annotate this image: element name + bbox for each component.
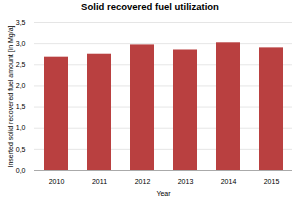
svg-text:1,5: 1,5 (16, 103, 26, 110)
svg-text:2010: 2010 (49, 178, 65, 185)
svg-text:Year: Year (156, 190, 171, 197)
svg-text:2,5: 2,5 (16, 61, 26, 68)
svg-text:Inserted solid recovered fuel: Inserted solid recovered fuel amount [in… (7, 25, 15, 167)
svg-text:2014: 2014 (221, 178, 237, 185)
svg-text:3,5: 3,5 (16, 19, 26, 26)
svg-text:2,0: 2,0 (16, 82, 26, 89)
svg-text:1,0: 1,0 (16, 124, 26, 131)
html-text:Solid recovered fuel utilizati: Solid recovered fuel utilization (81, 1, 219, 12)
svg-text:2012: 2012 (135, 178, 151, 185)
svg-text:0,0: 0,0 (16, 167, 26, 174)
svg-text:2011: 2011 (92, 178, 107, 185)
svg-text:2015: 2015 (264, 178, 280, 185)
svg-text:3,0: 3,0 (16, 40, 26, 47)
svg-text:2013: 2013 (178, 178, 194, 185)
svg-text:0,5: 0,5 (16, 146, 26, 153)
